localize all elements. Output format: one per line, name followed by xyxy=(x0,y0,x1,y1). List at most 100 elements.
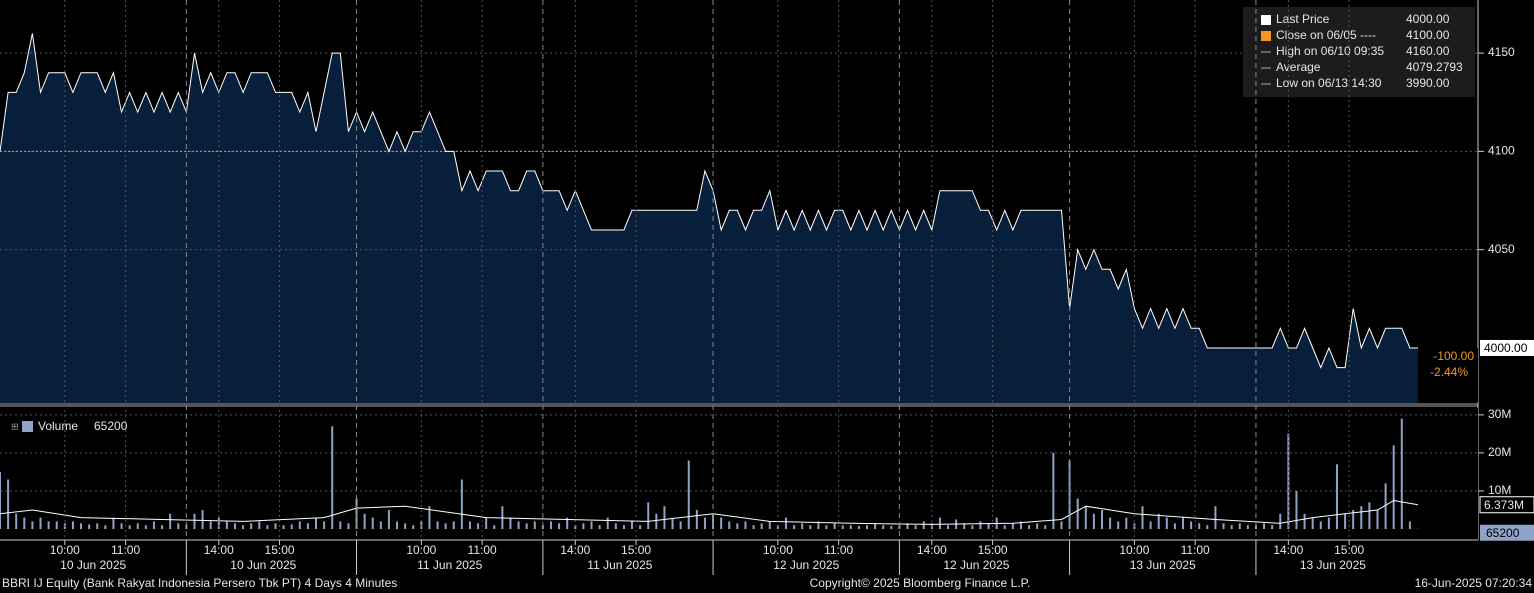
volume-bar xyxy=(1238,523,1241,529)
volume-bar xyxy=(152,521,155,529)
volume-bar xyxy=(1392,445,1395,529)
footer-right: 16-Jun-2025 07:20:34 xyxy=(1415,576,1533,590)
x-tick-label: 11:00 xyxy=(824,543,853,557)
volume-bar xyxy=(493,525,496,529)
legend-value: 4160.00 xyxy=(1406,44,1450,58)
x-date-label: 11 Jun 2025 xyxy=(587,558,652,572)
volume-bar xyxy=(1327,517,1330,529)
volume-bar xyxy=(1117,521,1120,529)
volume-bar xyxy=(120,523,123,529)
volume-bar xyxy=(979,521,982,529)
volume-bar xyxy=(1157,513,1160,529)
volume-bar xyxy=(112,517,115,529)
volume-bar xyxy=(971,525,974,529)
volume-bar xyxy=(558,523,561,529)
volume-legend-name: Volume xyxy=(38,419,78,433)
volume-bar xyxy=(274,523,277,529)
volume-bar xyxy=(1279,513,1282,529)
x-tick-label: 15:00 xyxy=(265,543,295,557)
volume-bar xyxy=(404,523,407,529)
volume-bar xyxy=(793,525,796,529)
volume-bar xyxy=(882,525,885,529)
x-tick-label: 11:00 xyxy=(468,543,497,557)
volume-bar xyxy=(1254,525,1257,529)
volume-last-label: 65200 xyxy=(1486,526,1520,540)
change-box xyxy=(1418,347,1478,402)
volume-bar xyxy=(1198,523,1201,529)
volume-bar xyxy=(242,525,245,529)
volume-bar xyxy=(1182,517,1185,529)
volume-bar xyxy=(1368,502,1371,529)
volume-bar xyxy=(963,523,966,529)
volume-bar xyxy=(671,517,674,529)
legend-value: 4100.00 xyxy=(1406,28,1450,42)
volume-bar xyxy=(1246,525,1249,529)
x-date-label: 12 Jun 2025 xyxy=(773,558,839,572)
volume-bar xyxy=(1408,521,1411,529)
legend-value: 3990.00 xyxy=(1406,76,1450,90)
legend-swatch xyxy=(1261,15,1271,25)
volume-bar xyxy=(1344,513,1347,529)
volume-bar xyxy=(468,521,471,529)
volume-bar xyxy=(760,523,763,529)
avg-label: 6.373M xyxy=(1484,498,1524,512)
volume-bar xyxy=(1060,521,1063,529)
price-area xyxy=(0,33,1418,404)
volume-bar xyxy=(1360,506,1363,529)
volume-bar xyxy=(679,521,682,529)
volume-legend-icon: ⊞ xyxy=(11,421,19,431)
volume-bar xyxy=(857,525,860,529)
volume-bar xyxy=(1263,523,1266,529)
volume-bar xyxy=(266,525,269,529)
volume-bar xyxy=(201,509,204,529)
volume-bar xyxy=(209,521,212,529)
volume-bar xyxy=(574,525,577,529)
x-date-label: 10 Jun 2025 xyxy=(230,558,296,572)
y-tick-label: 4100 xyxy=(1488,144,1515,158)
volume-bar xyxy=(841,525,844,529)
volume-bar xyxy=(1092,513,1095,529)
volume-bar xyxy=(1222,523,1225,529)
x-date-label: 11 Jun 2025 xyxy=(417,558,482,572)
volume-bar xyxy=(47,521,50,529)
y-tick-label: 20M xyxy=(1488,445,1511,459)
volume-bar xyxy=(582,523,585,529)
volume-bar xyxy=(1149,521,1152,529)
volume-bar xyxy=(1295,490,1298,529)
volume-bar xyxy=(331,426,334,529)
footer-left: BBRI IJ Equity (Bank Rakyat Indonesia Pe… xyxy=(2,576,397,590)
x-tick-label: 10:00 xyxy=(50,543,80,557)
volume-bar xyxy=(898,525,901,529)
x-tick-label: 14:00 xyxy=(204,543,234,557)
volume-bar xyxy=(736,523,739,529)
volume-bar xyxy=(428,506,431,529)
volume-bar xyxy=(1068,460,1071,529)
volume-bar xyxy=(1076,498,1079,529)
volume-bar xyxy=(460,479,463,529)
volume-bar xyxy=(1214,506,1217,529)
volume-last-box xyxy=(1480,524,1534,541)
x-tick-label: 14:00 xyxy=(1273,543,1303,557)
volume-bar xyxy=(1376,509,1379,529)
volume-bar xyxy=(768,521,771,529)
legend-label: Close on 06/05 ---- xyxy=(1276,28,1376,42)
volume-bar xyxy=(250,523,253,529)
volume-bar xyxy=(169,513,172,529)
volume-bar xyxy=(1190,521,1193,529)
volume-bar xyxy=(1100,509,1103,529)
volume-legend-swatch xyxy=(22,421,33,432)
volume-bar xyxy=(541,525,544,529)
legend-box xyxy=(1243,7,1475,97)
x-date-label: 13 Jun 2025 xyxy=(1130,558,1196,572)
volume-bar xyxy=(55,521,58,529)
volume-bar xyxy=(517,521,520,529)
volume-panel xyxy=(0,408,1478,540)
volume-bar xyxy=(217,517,220,529)
volume-bar xyxy=(1400,418,1403,529)
volume-bar xyxy=(225,521,228,529)
volume-bar xyxy=(639,525,642,529)
volume-bar xyxy=(744,521,747,529)
volume-bar xyxy=(987,523,990,529)
volume-bar xyxy=(614,523,617,529)
